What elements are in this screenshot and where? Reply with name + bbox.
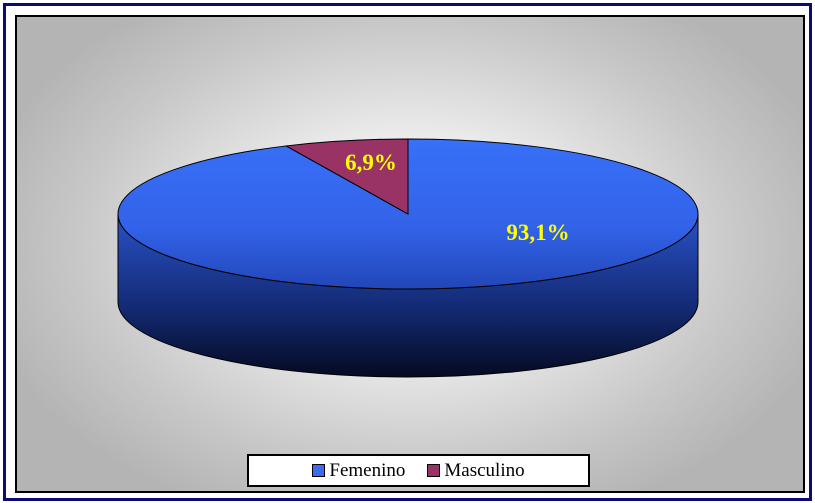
pie-chart: 93,1% 6,9% xyxy=(117,138,699,378)
legend: Femenino Masculino xyxy=(247,454,590,487)
legend-swatch-femenino xyxy=(312,464,326,477)
data-label-femenino: 93,1% xyxy=(506,220,569,245)
legend-swatch-masculino xyxy=(427,464,441,477)
legend-label-femenino: Femenino xyxy=(329,459,406,481)
slice-masculino xyxy=(284,138,409,215)
chart-frame: 93,1% 6,9% Femenino Masculino xyxy=(3,3,812,501)
legend-item-masculino: Masculino xyxy=(427,459,525,482)
plot-area: 93,1% 6,9% xyxy=(15,15,805,493)
data-label-masculino: 6,9% xyxy=(345,150,397,175)
legend-item-femenino: Femenino xyxy=(312,460,405,482)
legend-label-masculino: Masculino xyxy=(444,459,525,481)
